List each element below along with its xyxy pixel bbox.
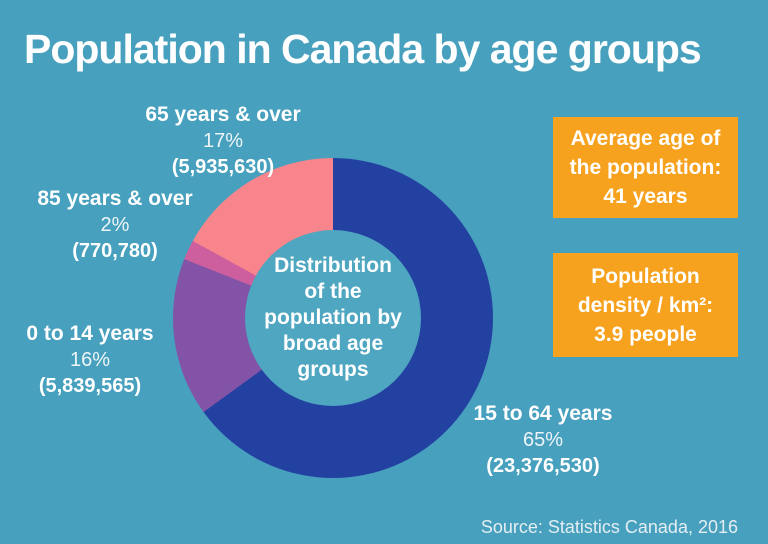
center-title-line: population by xyxy=(264,306,402,329)
stat-box-line: density / km²: xyxy=(577,293,714,317)
stat-box-line: Population xyxy=(591,264,700,288)
slice-label-85-years-over: 85 years & over 2% (770,780) xyxy=(5,186,225,264)
center-title-line: Distribution xyxy=(274,254,392,277)
slice-label-value: (770,780) xyxy=(72,240,158,262)
slice-label-15-to-64-years: 15 to 64 years 65% (23,376,530) xyxy=(433,401,653,479)
donut-chart: Distribution of the population by broad … xyxy=(173,158,493,478)
center-title-line: groups xyxy=(297,358,369,381)
slice-label-percent: 16% xyxy=(69,349,111,371)
slice-label-percent: 65% xyxy=(522,429,564,451)
slice-label-value: (5,935,630) xyxy=(171,156,275,178)
stat-box-line: the population: xyxy=(569,156,722,179)
slice-label-percent: 17% xyxy=(202,130,244,152)
slice-label-name: 65 years & over xyxy=(145,103,301,126)
donut-center-title: Distribution of the population by broad … xyxy=(264,253,402,383)
center-title-line: broad age xyxy=(282,332,384,355)
stat-box-line: 3.9 people xyxy=(594,322,697,346)
stat-box-line: Average age of xyxy=(570,127,721,150)
slice-label-name: 15 to 64 years xyxy=(473,402,613,425)
donut-center-circle: Distribution of the population by broad … xyxy=(245,230,421,406)
source-text: Source: Statistics Canada, 2016 xyxy=(480,517,738,537)
stat-box-average-age: Average age of the population: 41 years xyxy=(553,117,738,218)
slice-label-name: 0 to 14 years xyxy=(26,322,154,345)
stat-box-line: 41 years xyxy=(603,185,688,208)
slice-label-65-years-over: 65 years & over 17% (5,935,630) xyxy=(113,102,333,180)
stat-box-population-density: Population density / km²: 3.9 people xyxy=(553,253,738,357)
page-title: Population in Canada by age groups xyxy=(24,26,702,72)
slice-label-0-to-14-years: 0 to 14 years 16% (5,839,565) xyxy=(0,321,190,399)
slice-label-value: (5,839,565) xyxy=(38,375,142,397)
slice-label-percent: 2% xyxy=(100,214,130,236)
slice-label-value: (23,376,530) xyxy=(486,455,600,477)
center-title-line: of the xyxy=(304,280,362,303)
slice-label-name: 85 years & over xyxy=(37,187,193,210)
